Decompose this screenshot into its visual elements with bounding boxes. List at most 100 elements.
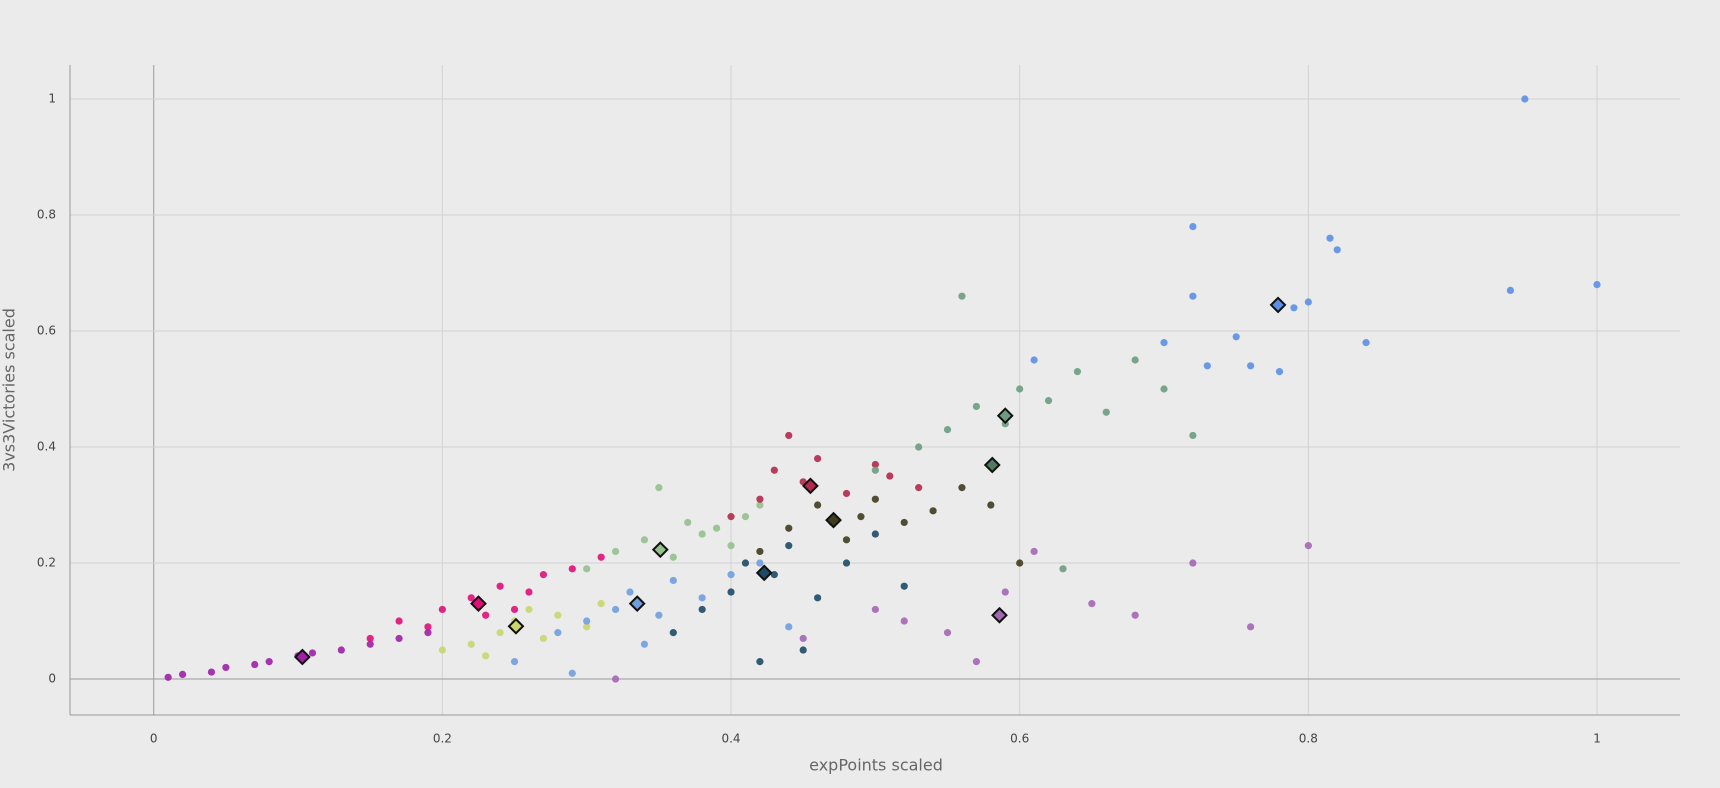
point bbox=[467, 594, 475, 602]
point bbox=[958, 292, 966, 300]
point bbox=[1044, 397, 1053, 405]
point bbox=[785, 542, 793, 550]
point bbox=[770, 466, 778, 474]
point bbox=[756, 547, 764, 556]
point bbox=[785, 524, 793, 532]
x-tick-label: 1 bbox=[1593, 732, 1601, 746]
point bbox=[510, 605, 519, 614]
point bbox=[251, 660, 259, 669]
point bbox=[424, 629, 432, 637]
point bbox=[539, 571, 548, 579]
point bbox=[900, 582, 908, 590]
point bbox=[698, 594, 706, 602]
point bbox=[265, 658, 273, 666]
cluster-center bbox=[983, 456, 1001, 474]
point bbox=[958, 484, 966, 492]
cluster-center bbox=[825, 511, 842, 529]
point bbox=[1290, 304, 1298, 312]
point bbox=[438, 605, 446, 614]
point bbox=[583, 617, 591, 625]
point bbox=[1016, 385, 1024, 393]
x-tick-label: 0.4 bbox=[721, 732, 740, 746]
point bbox=[857, 513, 865, 521]
y-axis-title: 3vs3Victories scaled bbox=[0, 308, 19, 472]
point bbox=[1030, 547, 1038, 556]
point bbox=[395, 634, 403, 643]
point bbox=[583, 565, 591, 573]
point bbox=[525, 605, 533, 614]
point bbox=[1247, 623, 1255, 631]
point bbox=[1362, 339, 1370, 347]
point bbox=[756, 658, 764, 666]
x-tick-label: 0 bbox=[150, 732, 158, 746]
point bbox=[496, 629, 504, 637]
point bbox=[366, 640, 374, 648]
x-tick-label: 0.8 bbox=[1299, 732, 1318, 746]
point bbox=[1102, 408, 1110, 416]
point bbox=[1521, 95, 1529, 103]
point bbox=[785, 431, 793, 440]
cluster-center bbox=[470, 595, 487, 613]
point bbox=[1189, 223, 1197, 231]
point bbox=[482, 652, 490, 660]
point bbox=[871, 605, 879, 614]
point bbox=[698, 605, 706, 614]
point bbox=[510, 658, 519, 666]
cluster-center bbox=[801, 477, 819, 495]
point bbox=[1189, 431, 1197, 440]
point bbox=[583, 623, 591, 631]
point bbox=[814, 501, 822, 509]
point bbox=[1001, 588, 1009, 596]
point bbox=[799, 634, 807, 643]
point bbox=[655, 611, 663, 619]
point bbox=[337, 646, 345, 654]
point bbox=[842, 489, 851, 498]
x-tick-label: 0.2 bbox=[433, 732, 452, 746]
point bbox=[1203, 362, 1211, 370]
point bbox=[785, 623, 793, 631]
point bbox=[943, 629, 952, 637]
cluster-center bbox=[991, 606, 1008, 624]
point bbox=[669, 576, 677, 585]
x-tick-label: 0.6 bbox=[1010, 732, 1029, 746]
point bbox=[698, 530, 706, 538]
point bbox=[222, 663, 230, 672]
point bbox=[1304, 542, 1312, 550]
cluster-center bbox=[1269, 296, 1287, 314]
point bbox=[308, 649, 317, 657]
point bbox=[915, 484, 923, 492]
point bbox=[1030, 356, 1038, 364]
cluster-center bbox=[507, 617, 525, 635]
point bbox=[611, 605, 620, 614]
y-tick-label: 0.6 bbox=[37, 324, 56, 338]
point bbox=[1232, 333, 1240, 341]
point bbox=[900, 518, 908, 527]
point bbox=[900, 617, 908, 625]
point bbox=[842, 559, 851, 567]
point bbox=[568, 565, 576, 573]
y-tick-label: 0.4 bbox=[37, 440, 56, 454]
point bbox=[1506, 286, 1515, 295]
point bbox=[539, 634, 548, 643]
point bbox=[1131, 611, 1139, 619]
point bbox=[626, 588, 634, 596]
point bbox=[424, 623, 432, 631]
point bbox=[525, 588, 533, 596]
point bbox=[987, 501, 995, 509]
point bbox=[611, 547, 620, 556]
point bbox=[611, 675, 620, 683]
point bbox=[756, 559, 764, 567]
point bbox=[482, 611, 490, 619]
point bbox=[164, 673, 172, 681]
point bbox=[554, 629, 562, 637]
point bbox=[467, 640, 475, 648]
cluster-center bbox=[628, 595, 646, 613]
point bbox=[597, 600, 605, 608]
point bbox=[727, 571, 735, 579]
point bbox=[727, 542, 735, 550]
point bbox=[727, 588, 735, 596]
point bbox=[886, 472, 894, 480]
point bbox=[496, 582, 504, 590]
point bbox=[871, 495, 879, 503]
